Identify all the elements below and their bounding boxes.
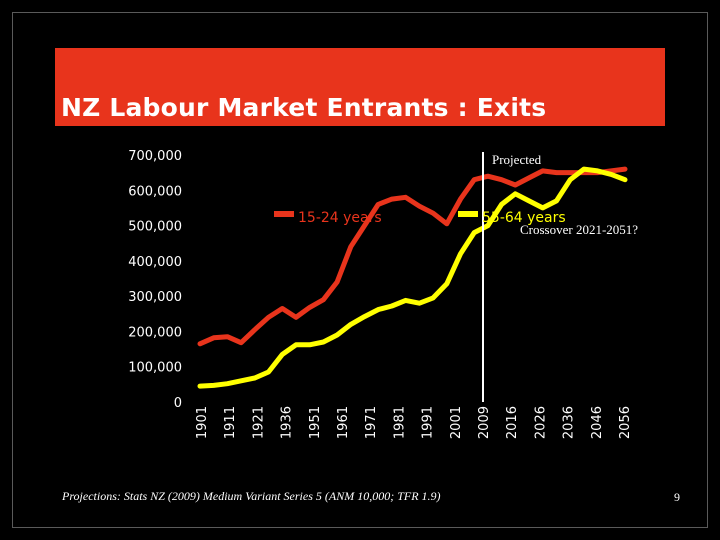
series-line-15-24 xyxy=(197,166,628,347)
page-number: 9 xyxy=(674,490,680,504)
y-tick-label: 500,000 xyxy=(128,220,182,235)
x-tick-label: 1981 xyxy=(392,406,407,439)
legend-swatch xyxy=(274,211,294,217)
legend-label: 55-64 years xyxy=(482,210,566,226)
x-tick-label: 1936 xyxy=(280,406,295,439)
y-tick-label: 100,000 xyxy=(128,361,182,376)
x-tick-label: 1991 xyxy=(421,406,436,439)
x-tick-label: 1911 xyxy=(223,406,238,439)
annotation-layer: Projected Crossover 2021-2051? xyxy=(482,152,638,402)
x-tick-label: 1961 xyxy=(336,406,351,439)
series-line-55-64 xyxy=(197,166,628,389)
x-tick-label: 2046 xyxy=(590,406,605,439)
y-tick-label: 600,000 xyxy=(128,184,182,199)
frame-line-left xyxy=(12,12,13,528)
x-tick-label: 1901 xyxy=(195,406,210,439)
x-tick-label: 1921 xyxy=(251,406,266,439)
x-tick-label: 1951 xyxy=(308,406,323,439)
x-tick-label: 2026 xyxy=(533,406,548,439)
x-tick-label: 2056 xyxy=(618,406,633,439)
x-tick-label: 2016 xyxy=(505,406,520,439)
y-tick-label: 300,000 xyxy=(128,290,182,305)
x-tick-label: 1971 xyxy=(364,406,379,439)
frame-line-bottom xyxy=(12,527,708,528)
y-axis: 0 100,000 200,000 300,000 400,000 500,000 600,… xyxy=(128,149,635,411)
slide-title: NZ Labour Market Entrants : Exits xyxy=(61,93,547,122)
title-bar: NZ Labour Market Entrants : Exits xyxy=(55,48,665,126)
series-layer xyxy=(197,166,628,389)
legend-swatch xyxy=(458,211,478,217)
x-tick-label: 2036 xyxy=(562,406,577,439)
y-tick-label: 700,000 xyxy=(128,149,182,164)
crossover-label: Crossover 2021-2051? xyxy=(520,222,638,237)
projected-label: Projected xyxy=(492,152,542,167)
x-tick-label: 2001 xyxy=(449,406,464,439)
legend: 15-24 years 55-64 years xyxy=(274,210,566,226)
legend-label: 15-24 years xyxy=(298,210,382,226)
y-tick-label: 400,000 xyxy=(128,255,182,270)
x-axis: 1901 1911 1921 1936 1951 1961 1971 1981 1991 2001… xyxy=(195,406,633,439)
frame-line-top xyxy=(12,12,708,13)
frame-line-right xyxy=(707,12,708,528)
y-tick-label: 200,000 xyxy=(128,325,182,340)
x-tick-label: 2009 xyxy=(477,406,492,439)
y-tick-label: 0 xyxy=(174,396,182,411)
footnote: Projections: Stats NZ (2009) Medium Vari… xyxy=(62,489,441,503)
